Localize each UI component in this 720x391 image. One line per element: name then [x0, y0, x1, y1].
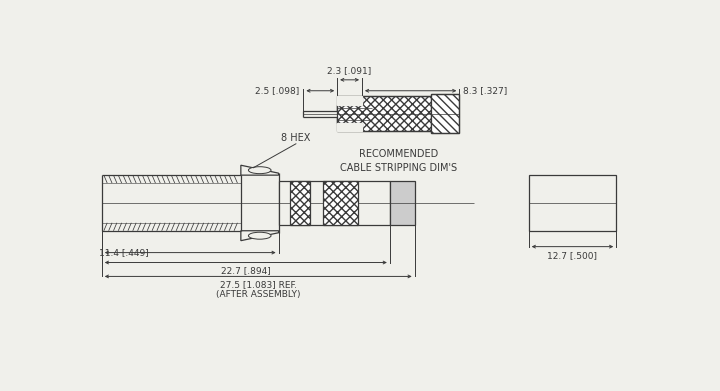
- Bar: [337, 96, 362, 105]
- Bar: [290, 181, 310, 225]
- Text: 8.3 [.327]: 8.3 [.327]: [463, 86, 508, 95]
- Bar: [390, 181, 415, 225]
- Bar: [528, 175, 616, 231]
- Text: 27.5 [1.083] REF.: 27.5 [1.083] REF.: [220, 280, 297, 289]
- Ellipse shape: [248, 167, 271, 174]
- Text: 2.5 [.098]: 2.5 [.098]: [255, 86, 300, 95]
- Ellipse shape: [248, 232, 271, 239]
- Text: 2.3 [.091]: 2.3 [.091]: [328, 66, 372, 75]
- Bar: [431, 94, 459, 133]
- Text: (AFTER ASSEMBLY): (AFTER ASSEMBLY): [216, 291, 300, 300]
- Text: 11.4 [.449]: 11.4 [.449]: [99, 248, 148, 257]
- Text: 22.7 [.894]: 22.7 [.894]: [221, 267, 271, 276]
- Text: 8 HEX: 8 HEX: [281, 133, 310, 143]
- Bar: [323, 181, 358, 225]
- Bar: [337, 122, 362, 131]
- Bar: [337, 96, 431, 131]
- Text: RECOMMENDED
CABLE STRIPPING DIM'S: RECOMMENDED CABLE STRIPPING DIM'S: [340, 149, 456, 172]
- Bar: [279, 181, 390, 225]
- Text: 12.7 [.500]: 12.7 [.500]: [547, 251, 598, 260]
- Polygon shape: [241, 231, 279, 241]
- Polygon shape: [241, 165, 279, 175]
